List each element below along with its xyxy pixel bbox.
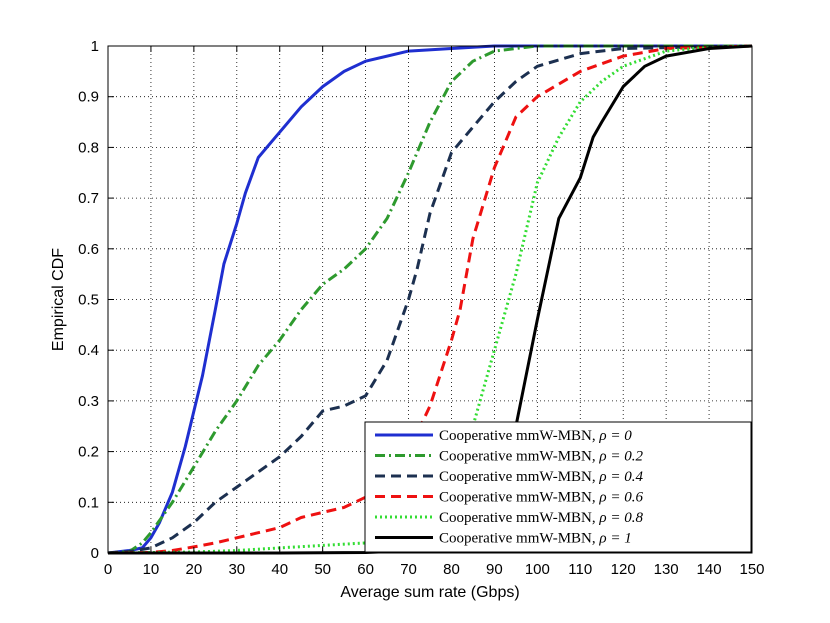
y-tick-label: 0.8 bbox=[78, 139, 99, 156]
x-tick-label: 60 bbox=[357, 561, 374, 578]
legend-box bbox=[364, 421, 752, 553]
x-tick-label: 20 bbox=[186, 561, 203, 578]
legend-label-math: ρ = 0.6 bbox=[598, 490, 643, 506]
legend-label-math: ρ = 0.4 bbox=[598, 469, 643, 485]
legend-label-math: ρ = 1 bbox=[598, 531, 631, 547]
y-axis-title: Empirical CDF bbox=[50, 248, 67, 351]
y-tick-label: 0.4 bbox=[78, 342, 99, 359]
y-tick-label: 0.6 bbox=[78, 241, 99, 258]
legend-label-text: Cooperative mmW-MBN, bbox=[439, 490, 599, 506]
x-tick-label: 0 bbox=[104, 561, 112, 578]
y-tick-label: 0.2 bbox=[78, 444, 99, 461]
x-tick-label: 100 bbox=[525, 561, 550, 578]
legend-label-math: ρ = 0 bbox=[598, 428, 632, 444]
y-tick-label: 0.5 bbox=[78, 292, 99, 309]
x-tick-label: 70 bbox=[400, 561, 417, 578]
x-tick-label: 120 bbox=[611, 561, 636, 578]
legend-label-text: Cooperative mmW-MBN, bbox=[439, 531, 599, 547]
legend-label-5: Cooperative mmW-MBN, ρ = 1 bbox=[439, 531, 632, 547]
y-tick-label: 0.1 bbox=[78, 494, 99, 511]
y-tick-label: 0.9 bbox=[78, 89, 99, 106]
legend-label-text: Cooperative mmW-MBN, bbox=[439, 428, 599, 444]
x-tick-label: 50 bbox=[314, 561, 331, 578]
x-tick-label: 140 bbox=[697, 561, 722, 578]
x-tick-label: 80 bbox=[443, 561, 460, 578]
legend-label-math: ρ = 0.2 bbox=[598, 449, 643, 465]
legend-label-0: Cooperative mmW-MBN, ρ = 0 bbox=[439, 428, 632, 444]
x-tick-label: 150 bbox=[739, 561, 764, 578]
x-tick-label: 110 bbox=[568, 561, 592, 578]
legend-label-math: ρ = 0.8 bbox=[598, 510, 643, 526]
y-tick-label: 0 bbox=[91, 545, 99, 562]
x-tick-label: 40 bbox=[271, 561, 288, 578]
legend-label-1: Cooperative mmW-MBN, ρ = 0.2 bbox=[439, 449, 643, 465]
x-tick-label: 130 bbox=[654, 561, 679, 578]
series-line-4 bbox=[107, 44, 753, 555]
legend-label-3: Cooperative mmW-MBN, ρ = 0.6 bbox=[439, 490, 643, 506]
legend-label-text: Cooperative mmW-MBN, bbox=[439, 449, 599, 465]
y-tick-label: 0.3 bbox=[78, 393, 99, 410]
legend-label-2: Cooperative mmW-MBN, ρ = 0.4 bbox=[439, 469, 643, 485]
legend-label-4: Cooperative mmW-MBN, ρ = 0.8 bbox=[439, 510, 643, 526]
series-line-1 bbox=[107, 44, 752, 555]
legend-label-text: Cooperative mmW-MBN, bbox=[439, 510, 599, 526]
x-tick-label: 10 bbox=[143, 561, 160, 578]
y-tick-label: 1 bbox=[91, 38, 99, 55]
y-tick-label: 0.7 bbox=[78, 190, 99, 207]
series-line-2 bbox=[107, 44, 753, 555]
x-tick-label: 30 bbox=[228, 561, 245, 578]
legend-label-text: Cooperative mmW-MBN, bbox=[439, 469, 599, 485]
x-axis-title: Average sum rate (Gbps) bbox=[340, 584, 519, 601]
x-tick-label: 90 bbox=[486, 561, 503, 578]
